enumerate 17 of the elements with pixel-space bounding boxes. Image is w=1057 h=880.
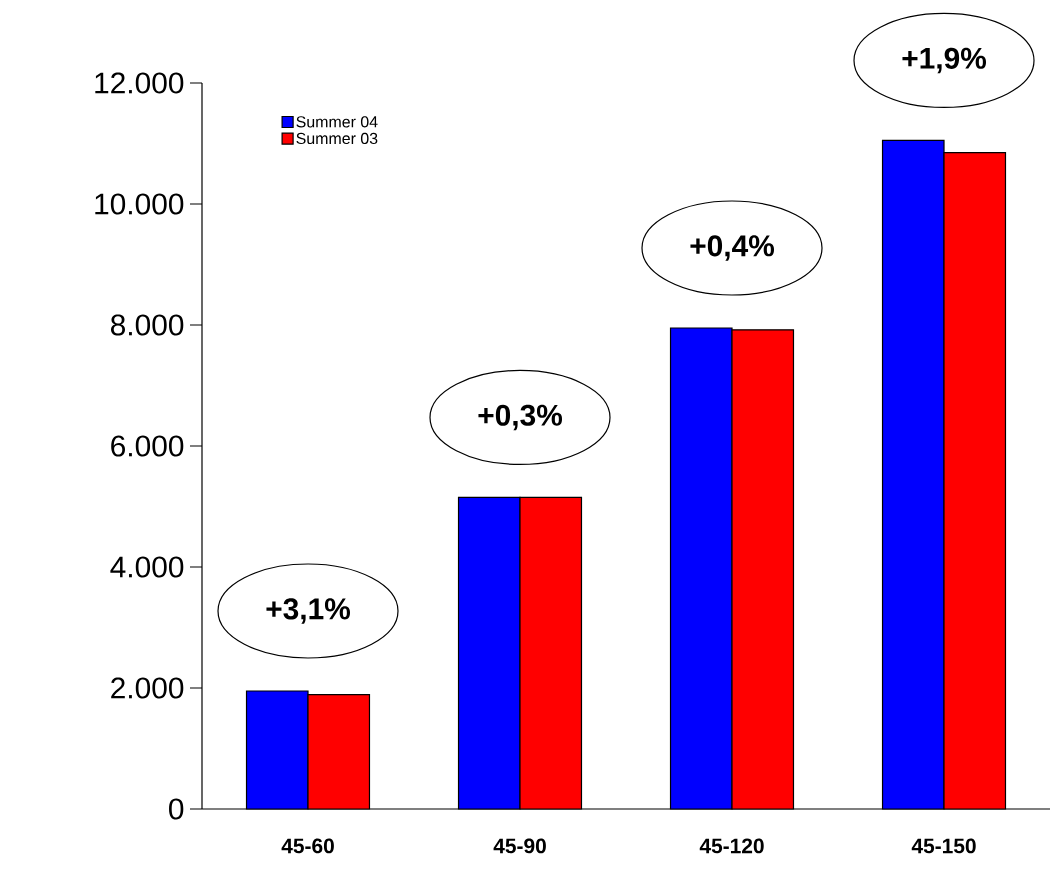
annotation: +0,3% (478, 404, 563, 431)
y-tick-label: 2.000 (111, 677, 184, 699)
y-tick-label: 4.000 (110, 556, 184, 578)
x-tick-label: 45-60 (281, 838, 334, 854)
y-tick-label: 6.000 (111, 435, 184, 457)
annotation: +0,4% (690, 235, 775, 261)
x-tick-label: 45-120 (699, 838, 764, 854)
annotation: +3,1% (266, 598, 351, 624)
x-tick-label: 45-90 (493, 838, 546, 854)
annotation: +1,9% (902, 47, 987, 74)
legend-label: Summer 03 (296, 132, 378, 145)
y-tick-label: 8.000 (110, 314, 184, 336)
x-tick-label: 45-150 (911, 838, 976, 854)
y-tick-label: 10.000 (95, 193, 184, 215)
legend-label: Summer 04 (296, 116, 378, 128)
y-tick-label: 0 (169, 798, 184, 820)
y-tick-label: 12.000 (95, 72, 184, 94)
